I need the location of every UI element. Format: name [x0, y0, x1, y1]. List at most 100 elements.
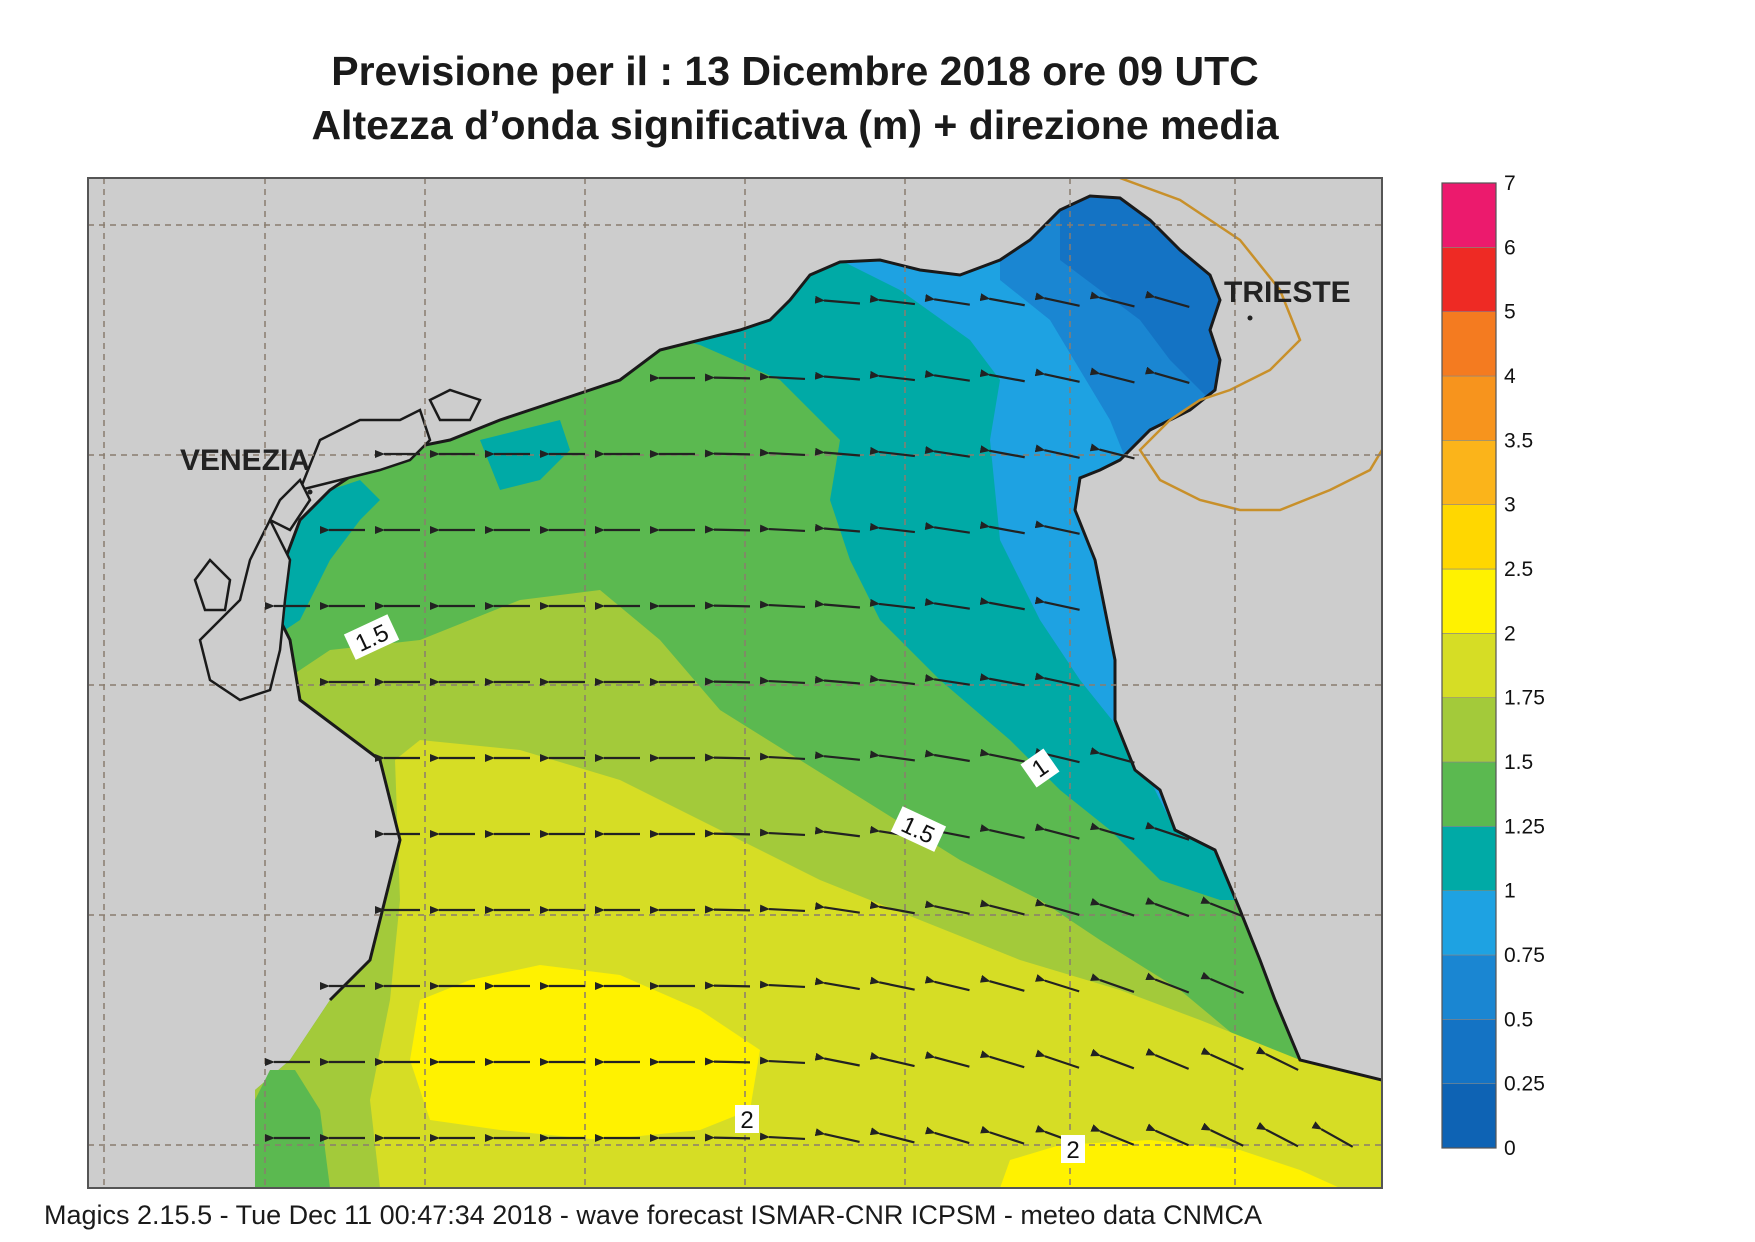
- wave-arrow: [1034, 292, 1080, 307]
- footer-credits: Magics 2.15.5 - Tue Dec 11 00:47:34 2018…: [44, 1200, 1262, 1230]
- contour-label: 2: [740, 1107, 753, 1134]
- legend-tick-label: 6: [1504, 236, 1516, 259]
- legend-tick-label: 1.5: [1504, 751, 1533, 774]
- legend-swatch: [1441, 440, 1497, 505]
- map-subtitle: Altezza d’onda significativa (m) + direz…: [311, 102, 1279, 148]
- wave-arrow: [759, 372, 806, 381]
- wave-arrow: [814, 371, 861, 381]
- wave-arrow: [1145, 897, 1190, 918]
- wave-arrow: [979, 824, 1025, 840]
- wave-arrow: [924, 749, 970, 763]
- wave-arrow: [869, 446, 916, 458]
- wave-arrow: [924, 294, 970, 306]
- legend-tick-label: 0.5: [1504, 1008, 1533, 1031]
- wave-arrow: [1089, 443, 1135, 460]
- legend-tick-label: 0.75: [1504, 944, 1545, 967]
- wave-arrow: [1035, 974, 1080, 993]
- wave-arrow: [924, 522, 970, 534]
- wave-arrow: [704, 753, 751, 762]
- wave-arrow: [869, 522, 916, 534]
- wave-arrow: [759, 980, 806, 989]
- wave-arrow: [704, 601, 751, 610]
- wave-arrow: [814, 826, 860, 838]
- map-frame: [87, 177, 1383, 1189]
- map-area: 1.5 1 1.5 2 2 VENEZIA TRIESTE: [88, 178, 1382, 1188]
- legend-tick-label: 3: [1504, 494, 1516, 517]
- wave-arrow: [1034, 596, 1080, 611]
- wave-arrow: [1256, 1121, 1299, 1148]
- wave-arrow: [814, 447, 861, 457]
- wave-arrow: [1145, 972, 1190, 994]
- wave-arrow: [1034, 898, 1080, 917]
- legend-swatch: [1441, 890, 1497, 956]
- wave-arrow: [1035, 1049, 1080, 1069]
- wave-arrow: [1145, 1048, 1190, 1070]
- legend-tick-label: 0: [1504, 1137, 1516, 1160]
- wave-arrow: [759, 828, 806, 837]
- wave-arrow: [1034, 520, 1080, 535]
- wave-arrow: [869, 901, 915, 915]
- wave-arrow: [979, 899, 1025, 916]
- wave-arrow: [1144, 366, 1190, 385]
- legend-tick-label: 7: [1504, 172, 1516, 195]
- wave-arrow: [814, 1128, 860, 1143]
- wave-arrow: [1144, 290, 1190, 309]
- legend-swatch: [1441, 568, 1497, 634]
- wave-arrow: [759, 1056, 806, 1065]
- wave-arrow: [869, 1127, 915, 1144]
- wave-arrow: [979, 521, 1025, 535]
- wave-arrow: [759, 1132, 806, 1141]
- legend-tick-label: 1: [1504, 880, 1516, 903]
- wave-arrow: [1200, 1122, 1244, 1147]
- wave-arrow: [814, 1052, 860, 1067]
- wave-arrow: [979, 293, 1025, 307]
- wave-arrow: [814, 295, 861, 305]
- legend-swatch: [1441, 1019, 1497, 1084]
- wave-arrow: [704, 449, 751, 458]
- wave-arrow: [704, 981, 751, 990]
- grid-lines: [88, 178, 1382, 1188]
- legend-swatch: [1441, 504, 1497, 570]
- contour-label: 2: [1066, 1137, 1079, 1164]
- legend-swatch: [1441, 311, 1497, 377]
- wave-arrow: [1034, 823, 1080, 840]
- wave-arrow: [1200, 896, 1245, 918]
- wave-arrow: [704, 829, 751, 838]
- wave-arrow: [814, 675, 861, 685]
- wave-arrow: [759, 752, 806, 761]
- coastline: [278, 194, 1382, 1082]
- wave-arrow: [759, 904, 806, 913]
- legend-swatch: [1441, 697, 1497, 763]
- wave-arrow: [1089, 747, 1135, 764]
- legend-swatch: [1441, 633, 1497, 698]
- legend-tick-label: 3.5: [1504, 429, 1533, 452]
- wave-arrow: [759, 676, 806, 685]
- wave-arrow: [1090, 973, 1135, 993]
- wave-arrows: [265, 290, 1354, 1148]
- trieste-marker: [1247, 315, 1253, 321]
- wave-arrow: [1034, 444, 1080, 459]
- wave-arrow: [924, 370, 970, 382]
- legend-tick-label: 2.5: [1504, 558, 1533, 581]
- wave-arrow: [814, 902, 860, 914]
- wave-arrow: [979, 1050, 1025, 1069]
- wave-arrow: [1034, 368, 1080, 383]
- legend-tick-label: 1.25: [1504, 815, 1545, 838]
- wave-arrow: [1145, 821, 1190, 841]
- wave-arrow: [979, 445, 1025, 459]
- legend-tick-label: 0.25: [1504, 1073, 1545, 1096]
- wave-arrow: [979, 369, 1025, 383]
- legend-swatch: [1441, 1083, 1497, 1149]
- wave-arrow: [759, 600, 806, 609]
- wave-arrow: [924, 1126, 970, 1145]
- wave-arrow: [924, 598, 970, 610]
- wave-arrow: [924, 446, 970, 458]
- wave-arrow: [1145, 1123, 1189, 1147]
- legend-tick-label: 5: [1504, 301, 1516, 324]
- contour-labels: 1.5 1 1.5 2 2: [343, 614, 1085, 1164]
- wave-arrow: [1311, 1121, 1354, 1148]
- wave-arrow: [814, 751, 861, 761]
- wave-arrow: [814, 599, 861, 609]
- legend-swatch: [1441, 954, 1497, 1020]
- legend-swatch: [1441, 826, 1497, 891]
